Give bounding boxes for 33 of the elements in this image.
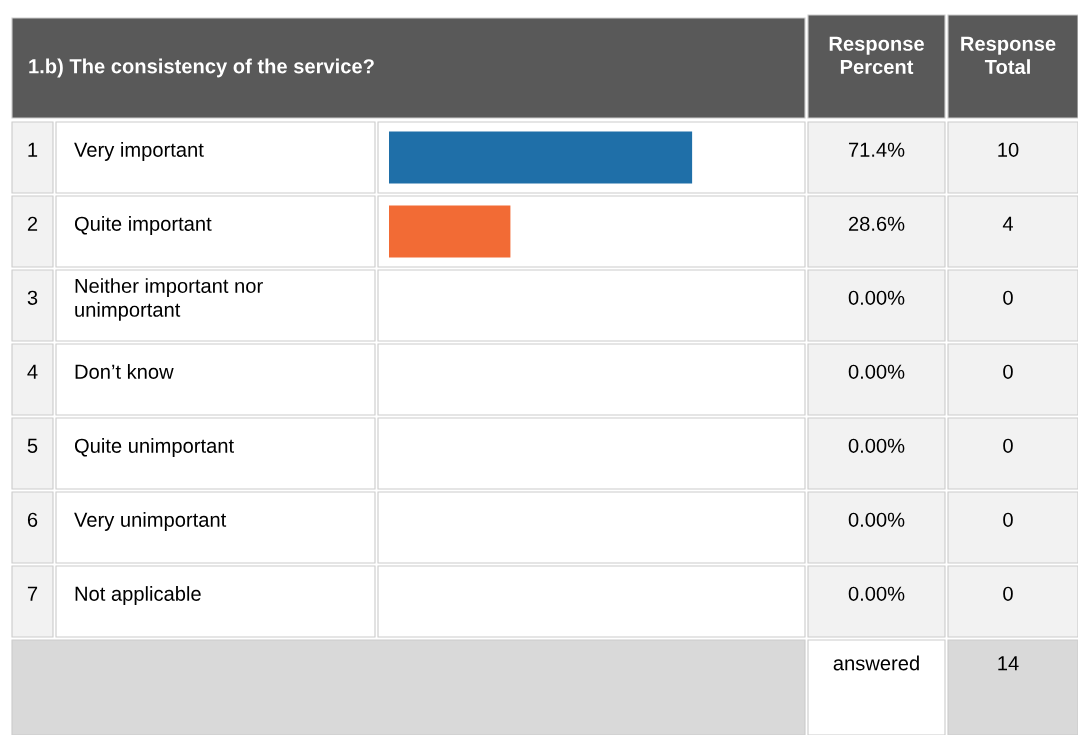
text: 1.b) The consistency of the service?	[29, 58, 374, 78]
data-label: 71.4%	[848, 142, 905, 157]
text: Response Total	[961, 36, 1056, 74]
text: Response Percent	[829, 36, 924, 74]
text: 0	[1003, 438, 1013, 453]
text: 0	[1003, 512, 1013, 527]
text: answered	[833, 655, 919, 671]
data-label: 0.00%	[848, 586, 905, 601]
data-label: 0.00%	[848, 438, 905, 453]
text: 7	[27, 586, 38, 601]
text: 6	[27, 512, 38, 527]
text: 3	[27, 290, 38, 305]
y-tick-label: Quite unimportant	[74, 438, 234, 457]
text: 2	[27, 216, 38, 231]
y-tick-label: Very unimportant	[74, 512, 227, 531]
text: 14	[998, 656, 1019, 671]
data-label: 0.00%	[848, 290, 905, 305]
text: 0	[1003, 586, 1013, 601]
text: 4	[27, 364, 38, 379]
text: 10	[998, 142, 1019, 157]
text: 0	[1003, 290, 1013, 305]
data-label: 28.6%	[848, 216, 905, 231]
y-tick-label: Very important	[74, 142, 204, 161]
text: 4	[1002, 216, 1014, 231]
data-label: 0.00%	[848, 512, 905, 527]
data-label: 0.00%	[848, 364, 905, 379]
y-tick-label: Not applicable	[75, 586, 201, 605]
text: 1	[28, 142, 38, 157]
text: 0	[1003, 364, 1013, 379]
y-tick-label: Don’t know	[75, 364, 174, 379]
text: 5	[27, 438, 38, 453]
y-tick-label: Neither important nor unimportant	[75, 278, 263, 321]
y-tick-label: Quite important	[74, 216, 212, 235]
